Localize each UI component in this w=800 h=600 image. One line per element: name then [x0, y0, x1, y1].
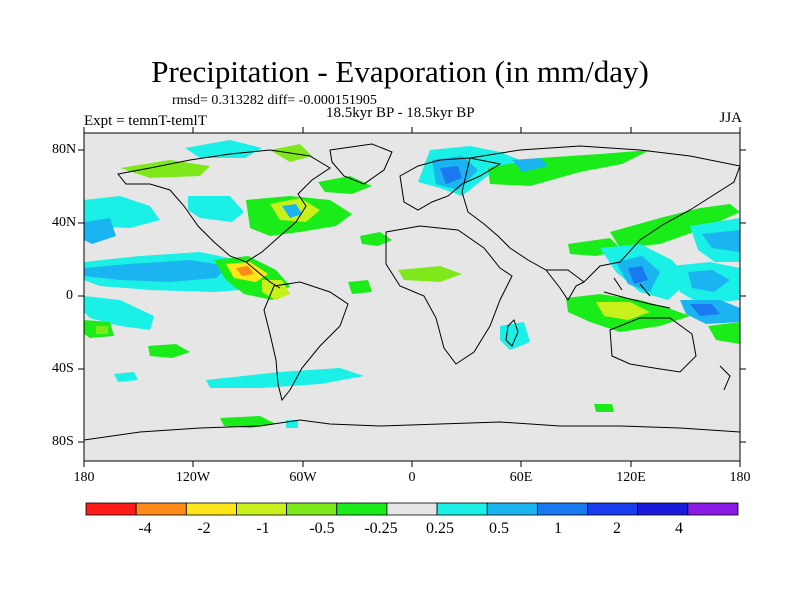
anomaly-patch — [512, 158, 548, 172]
anomaly-patch — [114, 372, 138, 382]
colorbar-label: 2 — [613, 520, 621, 537]
anomaly-patch — [206, 368, 364, 388]
map-background — [84, 133, 740, 461]
coastline-south-america — [263, 281, 349, 402]
colorbar-label: 0.25 — [426, 520, 454, 537]
lat-label-80s: 80S — [52, 434, 74, 449]
anomaly-patch — [596, 302, 650, 320]
colorbar-swatch — [687, 502, 739, 516]
colorbar-label: -4 — [138, 520, 152, 537]
colorbar-swatch — [486, 502, 538, 516]
lon-label-60e: 60E — [509, 470, 533, 485]
anomaly-patch — [360, 232, 392, 246]
lat-label-80n: 80N — [52, 142, 77, 157]
map-title: Precipitation - Evaporation (in mm/day) — [151, 54, 649, 89]
colorbar-swatch — [587, 502, 639, 516]
colorbar-label: 4 — [675, 520, 683, 537]
anomaly-patch — [282, 204, 302, 218]
anomaly-patch — [84, 218, 116, 244]
season-label: JJA — [719, 110, 742, 126]
colorbar-label: -2 — [197, 520, 211, 537]
lon-label-120w: 120W — [175, 470, 211, 485]
anomaly-patch — [594, 404, 614, 412]
coastline-greenland — [329, 143, 393, 185]
colorbar-swatch — [236, 502, 288, 516]
colorbar-swatch — [536, 502, 588, 516]
lon-label-120e: 120E — [616, 470, 646, 485]
coastline-africa — [385, 225, 513, 365]
anomaly-patch — [96, 326, 108, 334]
colorbar-label: 0.5 — [489, 520, 509, 537]
colorbar-label: -1 — [256, 520, 270, 537]
lon-label-0: 0 — [408, 470, 416, 485]
lon-label-180e: 180 — [729, 470, 751, 485]
coastline-asia — [461, 145, 740, 283]
colorbar-swatch — [336, 502, 388, 516]
anomaly-patch — [690, 304, 720, 316]
coastline-europe — [399, 157, 502, 211]
lat-label-40s: 40S — [52, 361, 74, 376]
anomaly-patch — [398, 266, 462, 282]
lon-label-180w: 180 — [73, 470, 95, 485]
lat-ticks — [78, 149, 746, 443]
anomaly-patch — [84, 296, 154, 330]
coastline-antarctica — [84, 419, 740, 441]
colorbar — [85, 502, 739, 516]
coastline-india — [545, 269, 585, 301]
colorbar-swatch — [185, 502, 237, 516]
anomaly-patch — [236, 266, 254, 276]
anomaly-patch — [84, 260, 228, 282]
coastline-australia — [609, 317, 697, 373]
colorbar-swatch — [286, 502, 338, 516]
anomaly-patch — [440, 166, 462, 184]
lat-label-40n: 40N — [52, 215, 77, 230]
coastline-madagascar — [505, 319, 519, 347]
anomaly-patch — [220, 416, 276, 428]
coastlines — [84, 143, 740, 441]
coastline-maritime — [603, 277, 671, 309]
anomaly-patch — [702, 230, 740, 252]
anomaly-patch — [185, 140, 262, 158]
anomaly-patch — [120, 160, 210, 178]
lon-label-60w: 60W — [289, 470, 317, 485]
anomaly-patch — [610, 204, 740, 248]
anomaly-patch — [348, 280, 372, 294]
subtitle: 18.5kyr BP - 18.5kyr BP — [326, 105, 475, 121]
colorbar-swatch — [637, 502, 689, 516]
coastline-north-america — [117, 149, 331, 263]
anomaly-patch — [188, 196, 244, 222]
coastline-new-zealand — [719, 365, 731, 391]
colorbar-swatch — [135, 502, 187, 516]
colorbar-label: 1 — [554, 520, 562, 537]
anomaly-patch — [628, 266, 648, 284]
experiment-label: Expt = temnT-temlT — [84, 113, 207, 129]
lat-label-0: 0 — [66, 288, 73, 303]
anomaly-field — [84, 140, 740, 428]
anomaly-patch — [488, 150, 650, 186]
colorbar-swatch — [436, 502, 488, 516]
anomaly-patch — [688, 270, 730, 292]
stats-line: rmsd= 0.313282 diff= -0.000151905 — [172, 93, 377, 108]
coastline-central-america — [245, 261, 281, 289]
colorbar-swatch — [85, 502, 137, 516]
colorbar-swatch — [386, 502, 438, 516]
anomaly-patch — [148, 344, 190, 358]
anomaly-patch — [708, 322, 740, 344]
anomaly-patch — [318, 176, 372, 194]
colorbar-label: -0.5 — [309, 520, 335, 537]
lon-ticks — [83, 127, 741, 467]
colorbar-label: -0.25 — [364, 520, 398, 537]
